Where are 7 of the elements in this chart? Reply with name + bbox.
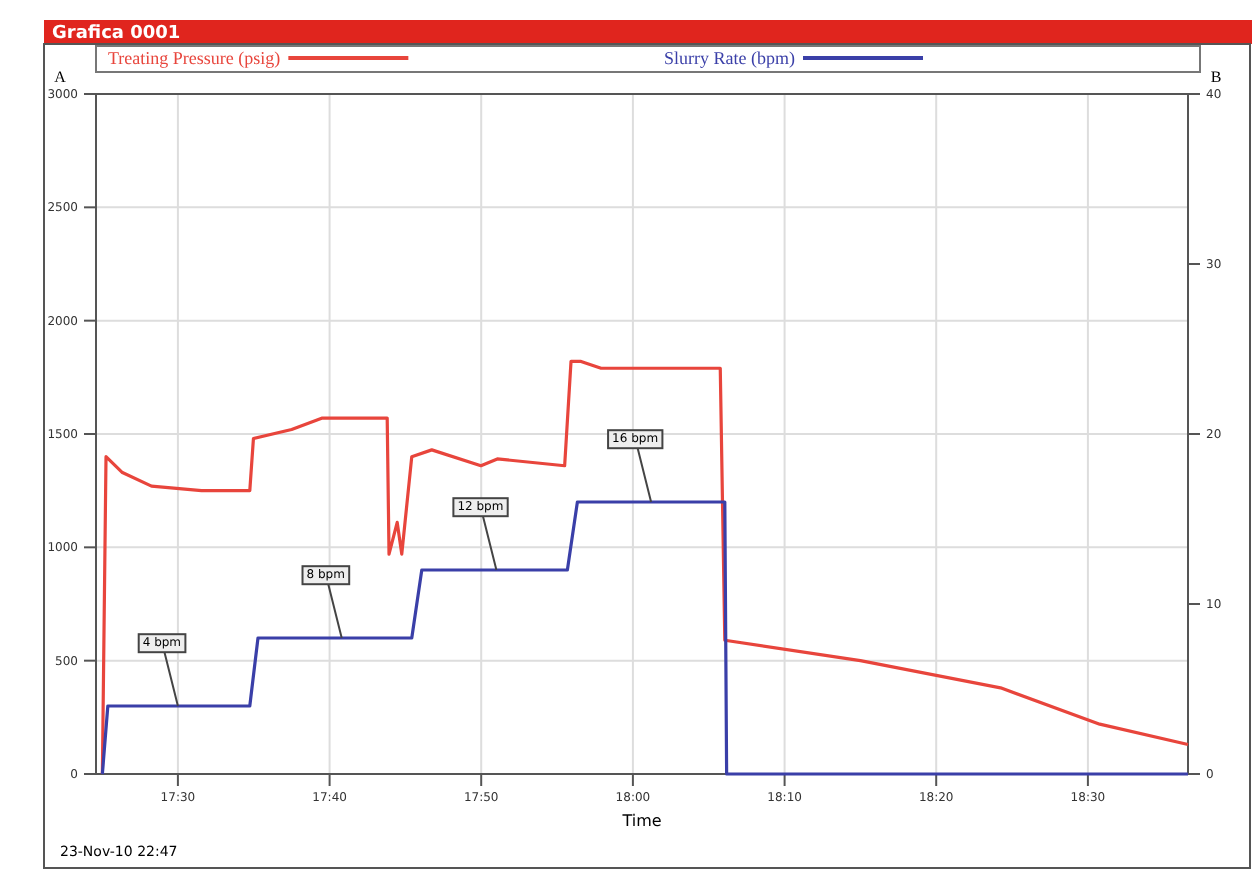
x-axis-title: Time <box>620 812 662 830</box>
line-series <box>100 500 1190 776</box>
text: Slurry Rate (bpm) <box>664 48 795 68</box>
chart-title: Grafica 0001 <box>52 24 181 44</box>
y-axis-title: A <box>54 68 67 86</box>
text: Treating Pressure (psig) <box>108 48 281 68</box>
y2-axis-title: B <box>1210 68 1222 86</box>
